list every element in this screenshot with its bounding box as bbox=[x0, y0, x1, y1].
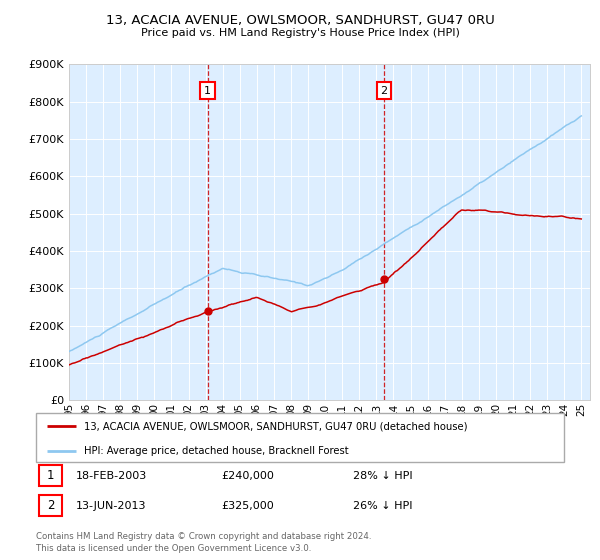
Text: 28% ↓ HPI: 28% ↓ HPI bbox=[353, 471, 412, 480]
Text: 18-FEB-2003: 18-FEB-2003 bbox=[76, 471, 147, 480]
Text: £240,000: £240,000 bbox=[221, 471, 274, 480]
Text: 13-JUN-2013: 13-JUN-2013 bbox=[76, 501, 146, 511]
Text: 26% ↓ HPI: 26% ↓ HPI bbox=[353, 501, 412, 511]
Text: Contains HM Land Registry data © Crown copyright and database right 2024.
This d: Contains HM Land Registry data © Crown c… bbox=[36, 533, 371, 553]
FancyBboxPatch shape bbox=[36, 413, 564, 462]
Text: 2: 2 bbox=[380, 86, 388, 96]
Text: 13, ACACIA AVENUE, OWLSMOOR, SANDHURST, GU47 0RU: 13, ACACIA AVENUE, OWLSMOOR, SANDHURST, … bbox=[106, 14, 494, 27]
FancyBboxPatch shape bbox=[38, 496, 62, 516]
Text: HPI: Average price, detached house, Bracknell Forest: HPI: Average price, detached house, Brac… bbox=[83, 446, 348, 456]
Text: 13, ACACIA AVENUE, OWLSMOOR, SANDHURST, GU47 0RU (detached house): 13, ACACIA AVENUE, OWLSMOOR, SANDHURST, … bbox=[83, 421, 467, 431]
Text: Price paid vs. HM Land Registry's House Price Index (HPI): Price paid vs. HM Land Registry's House … bbox=[140, 28, 460, 38]
Text: £325,000: £325,000 bbox=[221, 501, 274, 511]
Text: 1: 1 bbox=[204, 86, 211, 96]
FancyBboxPatch shape bbox=[38, 465, 62, 486]
Text: 1: 1 bbox=[47, 469, 54, 482]
Text: 2: 2 bbox=[47, 500, 54, 512]
